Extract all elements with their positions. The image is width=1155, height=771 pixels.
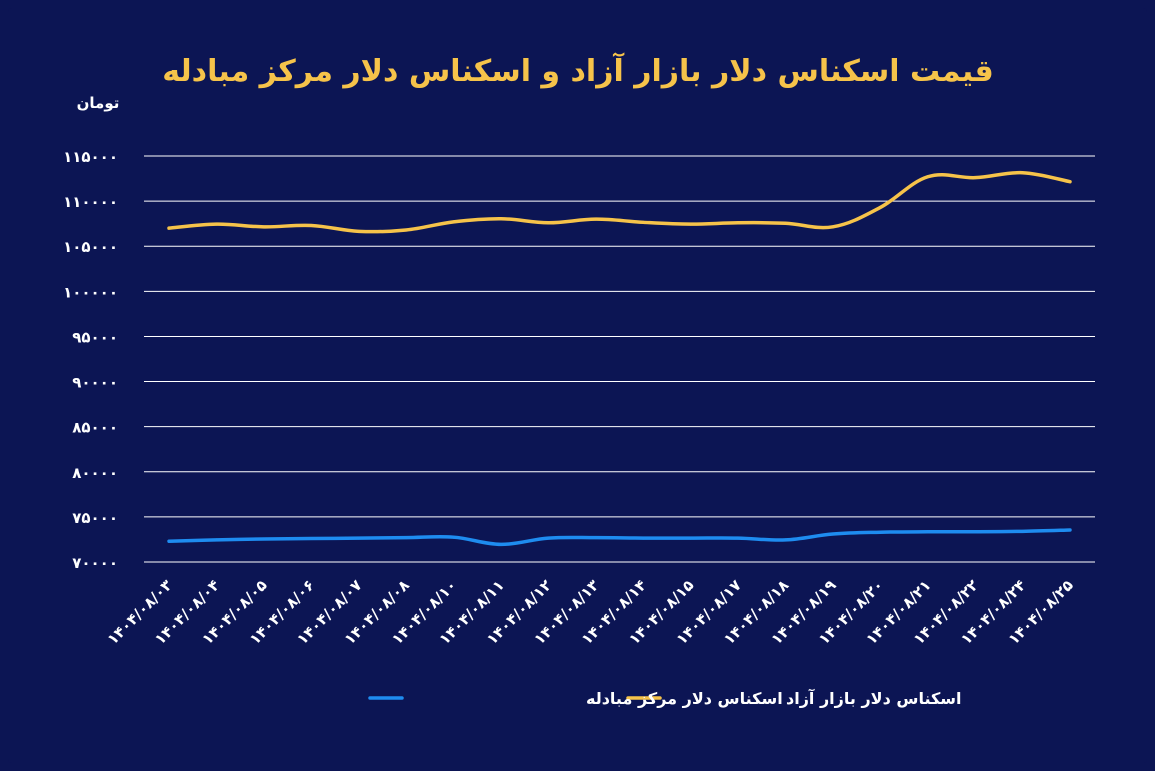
data-point <box>452 535 456 539</box>
y-tick-label: ۹۵۰۰۰ <box>72 328 118 346</box>
data-point <box>973 530 977 534</box>
y-tick-label: ۷۵۰۰۰ <box>72 509 118 527</box>
line-chart: قیمت اسکناس دلار بازار آزاد و اسکناس دلا… <box>63 52 1095 708</box>
data-point <box>357 536 361 540</box>
data-point <box>1068 528 1072 532</box>
data-point <box>736 536 740 540</box>
data-point <box>262 225 266 229</box>
data-point <box>214 538 218 542</box>
data-point <box>357 229 361 233</box>
data-point <box>783 221 787 225</box>
data-point <box>973 176 977 180</box>
data-point <box>404 536 408 540</box>
y-tick-label: ۸۵۰۰۰ <box>72 419 118 437</box>
data-point <box>167 539 171 543</box>
data-point <box>689 536 693 540</box>
data-point <box>404 228 408 232</box>
y-axis-unit-label: تومان <box>77 94 120 112</box>
data-point <box>831 225 835 229</box>
data-point <box>262 537 266 541</box>
y-tick-label: ۱۰۵۰۰۰ <box>63 238 118 256</box>
data-point <box>783 538 787 542</box>
data-point <box>831 532 835 536</box>
data-point <box>736 221 740 225</box>
series-lines <box>167 170 1072 547</box>
legend-label: اسکناس دلار مرکز مبادله <box>586 689 783 708</box>
data-point <box>214 222 218 226</box>
data-point <box>641 536 645 540</box>
data-point <box>689 222 693 226</box>
x-axis-ticks: ۱۴۰۴/۰۸/۰۳۱۴۰۴/۰۸/۰۴۱۴۰۴/۰۸/۰۵۱۴۰۴/۰۸/۰۶… <box>104 576 1077 648</box>
y-tick-label: ۱۱۵۰۰۰ <box>63 148 118 166</box>
data-point <box>167 226 171 230</box>
data-point <box>878 205 882 209</box>
data-point <box>594 217 598 221</box>
data-point <box>546 221 550 225</box>
series-line-0 <box>167 528 1072 547</box>
chart-frame: قیمت اسکناس دلار بازار آزاد و اسکناس دلا… <box>8 8 1147 763</box>
legend-label: اسکناس دلار بازار آزاد <box>786 688 962 708</box>
data-point <box>499 542 503 546</box>
data-point <box>878 530 882 534</box>
data-point <box>1068 180 1072 184</box>
y-tick-label: ۱۱۰۰۰۰ <box>63 193 118 211</box>
chart-title: قیمت اسکناس دلار بازار آزاد و اسکناس دلا… <box>162 52 994 89</box>
data-point <box>1021 171 1025 175</box>
data-point <box>926 175 930 179</box>
data-point <box>594 536 598 540</box>
data-point <box>452 220 456 224</box>
series-line-1 <box>167 170 1072 234</box>
data-point <box>499 217 503 221</box>
y-tick-label: ۱۰۰۰۰۰ <box>63 283 118 301</box>
y-tick-label: ۸۰۰۰۰ <box>72 464 118 482</box>
gridlines <box>144 155 1095 563</box>
data-point <box>309 223 313 227</box>
data-point <box>641 220 645 224</box>
data-point <box>926 530 930 534</box>
data-point <box>309 537 313 541</box>
data-point <box>1021 529 1025 533</box>
data-point <box>546 536 550 540</box>
y-axis-ticks: ۷۰۰۰۰ ۷۵۰۰۰ ۸۰۰۰۰ ۸۵۰۰۰ ۹۰۰۰۰ ۹۵۰۰۰ ۱۰۰۰۰۰ ۱۰۵۰… <box>63 148 118 572</box>
y-tick-label: ۹۰۰۰۰ <box>72 374 118 392</box>
y-tick-label: ۷۰۰۰۰ <box>72 554 118 572</box>
